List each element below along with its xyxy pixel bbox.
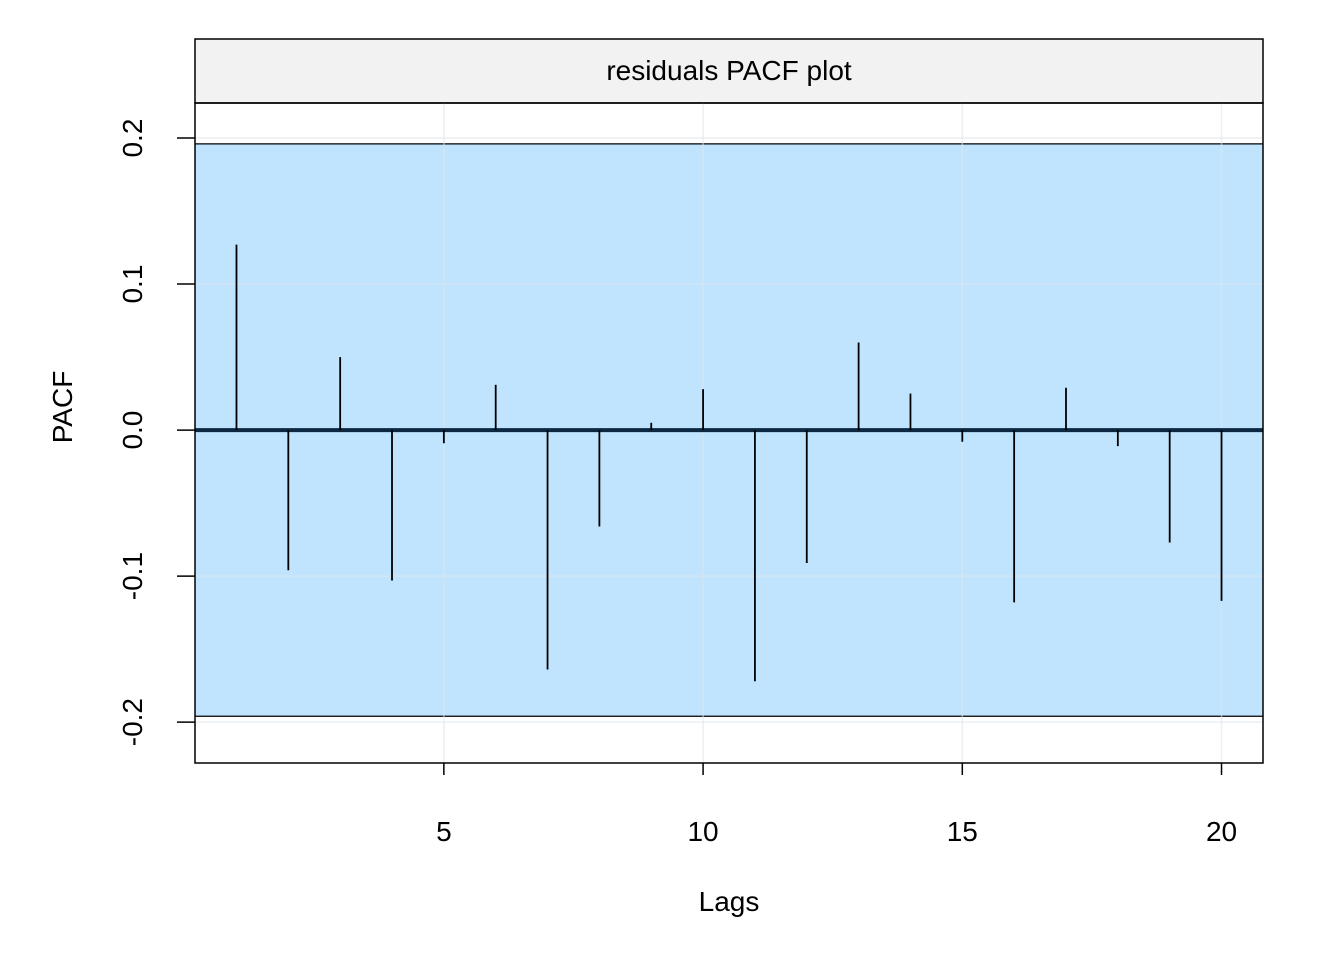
x-axis-label: Lags (699, 886, 760, 917)
y-tick-label-3: 0.1 (117, 265, 148, 304)
y-tick-label-1: -0.1 (117, 552, 148, 600)
plot-layer: 5 10 15 20 -0.2 -0.1 0.0 0.1 0.2 (117, 38, 1264, 847)
y-tick-label-4: 0.2 (117, 119, 148, 158)
y-tick-label-2: 0.0 (117, 411, 148, 450)
title-strip (194, 38, 1264, 104)
chart-title: residuals PACF plot (606, 55, 852, 86)
x-tick-label-2: 15 (947, 816, 978, 847)
y-axis-label: PACF (47, 371, 78, 444)
y-tick-label-0: -0.2 (117, 698, 148, 746)
panel-border (194, 102, 1264, 764)
x-tick-label-3: 20 (1206, 816, 1237, 847)
x-tick-label-1: 10 (687, 816, 718, 847)
x-tick-label-0: 5 (436, 816, 452, 847)
